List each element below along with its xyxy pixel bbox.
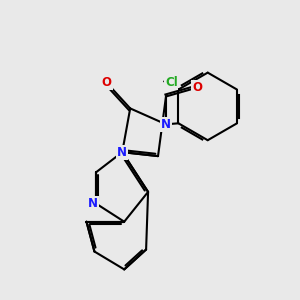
Text: Cl: Cl: [165, 76, 178, 89]
Text: N: N: [88, 197, 98, 210]
Text: N: N: [117, 146, 127, 159]
Text: O: O: [102, 76, 112, 89]
Text: N: N: [161, 118, 171, 131]
Text: O: O: [192, 81, 202, 94]
